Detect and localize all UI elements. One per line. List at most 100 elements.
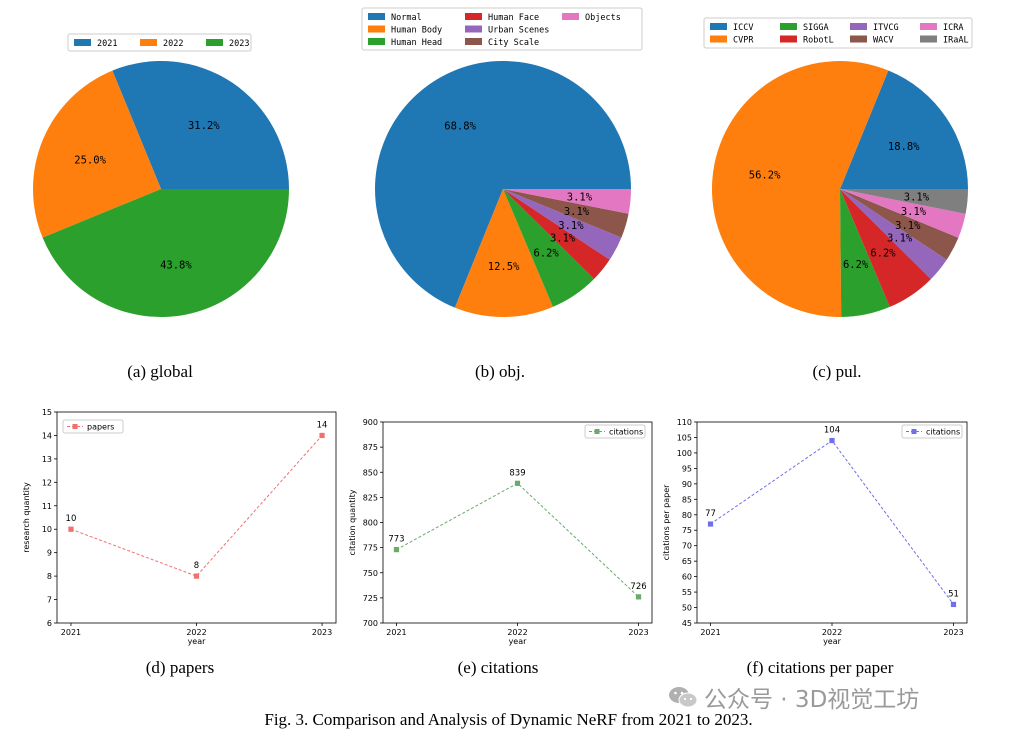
pie-label-normal: 68.8% [444,120,476,132]
legend-label-sigga: SIGGA [803,23,829,33]
pie-chart-obj: 68.8% 12.5% 6.2% 3.1% 3.1% 3.1% 3.1% Normal Huma… [340,0,670,340]
legend-label-urban-scenes: Urban Scenes [488,26,549,36]
y-tick-label-80: 80 [682,511,692,520]
pie-slice-iccv [840,70,968,189]
legend-swatch-cvpr [710,35,727,43]
y-tick-label-50: 50 [682,604,692,613]
legend-label-wacv: WACV [873,36,893,46]
y-tick-label-95: 95 [682,464,692,473]
x-tick-label-2023: 2023 [628,628,648,637]
y-tick-label-100: 100 [677,449,692,458]
legend-swatch-urban-scenes [465,25,482,33]
y-tick-label-725: 725 [363,594,378,603]
line-chart-papers-svg: 6 7 8 9 10 11 12 13 14 15 2021 2022 2023 year research… [22,408,337,646]
caption-obj: (b) obj. [474,362,526,381]
legend-swatch-human-face [465,13,482,20]
data-point-2023 [319,432,325,439]
pie-label-human-body: 12.5% [488,261,520,273]
legend-label-papers: papers [87,423,114,432]
y-tick-label-850: 850 [363,468,378,477]
y-axis-label: citation quantity [348,489,357,555]
pie-slice-human-body [454,189,553,318]
series-line-papers [70,435,323,577]
caption-global: (a) global [127,362,193,381]
pie-label-2022: 25.0% [74,154,106,166]
pie-slice-cvpr [711,60,889,317]
x-axis-label: year [823,637,842,646]
pie-slice-human-face [503,189,610,280]
x-axis-label: year [188,637,207,646]
legend-marker [594,429,600,434]
legend-swatch-city-scale [465,38,482,45]
pie-chart-global-svg: 31.2% 25.0% 43.8% 2021 2022 2023 [33,33,290,317]
legend-swatch-objects [562,13,579,20]
pie-slice-wacv [840,189,959,260]
data-label-2023: 14 [317,420,328,430]
pie-slice-2021 [112,61,289,189]
caption-papers: (d) papers [145,658,215,677]
x-tick-label-2023: 2023 [943,628,963,637]
y-tick-label-800: 800 [363,519,378,528]
y-tick-label-55: 55 [682,588,692,597]
pie-label-objects: 3.1% [567,192,593,204]
legend-label-cvpr: CVPR [733,36,754,46]
pie-label-human-face: 3.1% [550,232,576,244]
legend-label-robotl: RobotL [803,36,834,46]
figure-caption: Fig. 3. Comparison and Analysis of Dynam… [264,710,753,729]
data-point-2021 [707,521,714,527]
legend-swatch-human-head [368,38,385,45]
data-label-2021: 773 [388,535,404,545]
x-tick-label-2022: 2022 [822,628,842,637]
y-tick-label-10: 10 [42,525,52,534]
legend-marker [911,429,917,434]
legend-swatch-sigga [780,23,797,30]
pie-label-city-scale: 3.1% [564,206,590,218]
pie-chart-global: 31.2% 25.0% 43.8% 2021 2022 2023 [0,0,330,340]
legend-label-normal: Normal [391,13,422,23]
data-label-2022: 839 [509,468,525,478]
data-point-2021 [68,526,74,532]
pie-slice-city-scale [503,189,629,238]
pie-slice-itvcg [840,189,947,280]
legend-label-itvcg: ITVCG [873,23,899,33]
y-tick-label-13: 13 [42,455,52,464]
caption-pul: (c) pul. [812,362,862,381]
data-point-2023 [635,594,642,600]
legend-label-iccv: ICCV [733,23,753,33]
data-point-2022 [829,437,835,444]
data-label-2021: 77 [705,509,716,519]
plot-frame [696,421,968,624]
y-tick-label-900: 900 [363,418,378,427]
x-tick-label-2022: 2022 [507,628,527,637]
y-tick-label-85: 85 [682,495,692,504]
y-tick-label-875: 875 [363,443,378,452]
legend-label-icra: ICRA [943,23,963,33]
legend-swatch-wacv [850,35,867,43]
pie-label-2023: 43.8% [160,259,192,271]
legend-swatch-human-body [368,25,385,33]
pie-slice-icra [840,189,966,238]
pie-label-wacv: 3.1% [895,220,921,232]
pie-label-iccv: 18.8% [888,141,920,153]
pie-label-robotl: 6.2% [870,248,896,260]
pie-slice-2022 [33,70,161,238]
watermark-text: 公众号 · 3D视觉工坊 [704,687,920,713]
legend-label-iraal: IRaAL [943,36,969,46]
line-chart-citations-svg: 700 725 750 775 800 825 850 875 900 2021 2022 2023 y… [348,418,653,646]
y-axis-label: research quantity [22,482,31,553]
legend-swatch-itvcg [850,23,867,30]
data-point-2022 [514,480,521,486]
legend-swatch-robotl [780,35,797,43]
line-chart-citations-per-paper-svg: 45 50 55 60 65 70 75 80 85 90 95 100 105 110 2021 2022 2… [662,418,968,646]
legend-swatch-iccv [710,23,727,30]
y-tick-label-75: 75 [682,526,692,535]
data-point-2022 [193,573,200,579]
y-tick-label-45: 45 [682,619,692,628]
pie-label-human-head: 6.2% [533,248,559,260]
legend-label-2023: 2023 [229,39,249,49]
y-axis-label: citations per paper [662,484,671,561]
y-tick-label-65: 65 [682,557,692,566]
y-tick-label-60: 60 [682,573,692,582]
y-tick-label-15: 15 [42,408,52,417]
pie-label-itvcg: 3.1% [887,233,913,245]
